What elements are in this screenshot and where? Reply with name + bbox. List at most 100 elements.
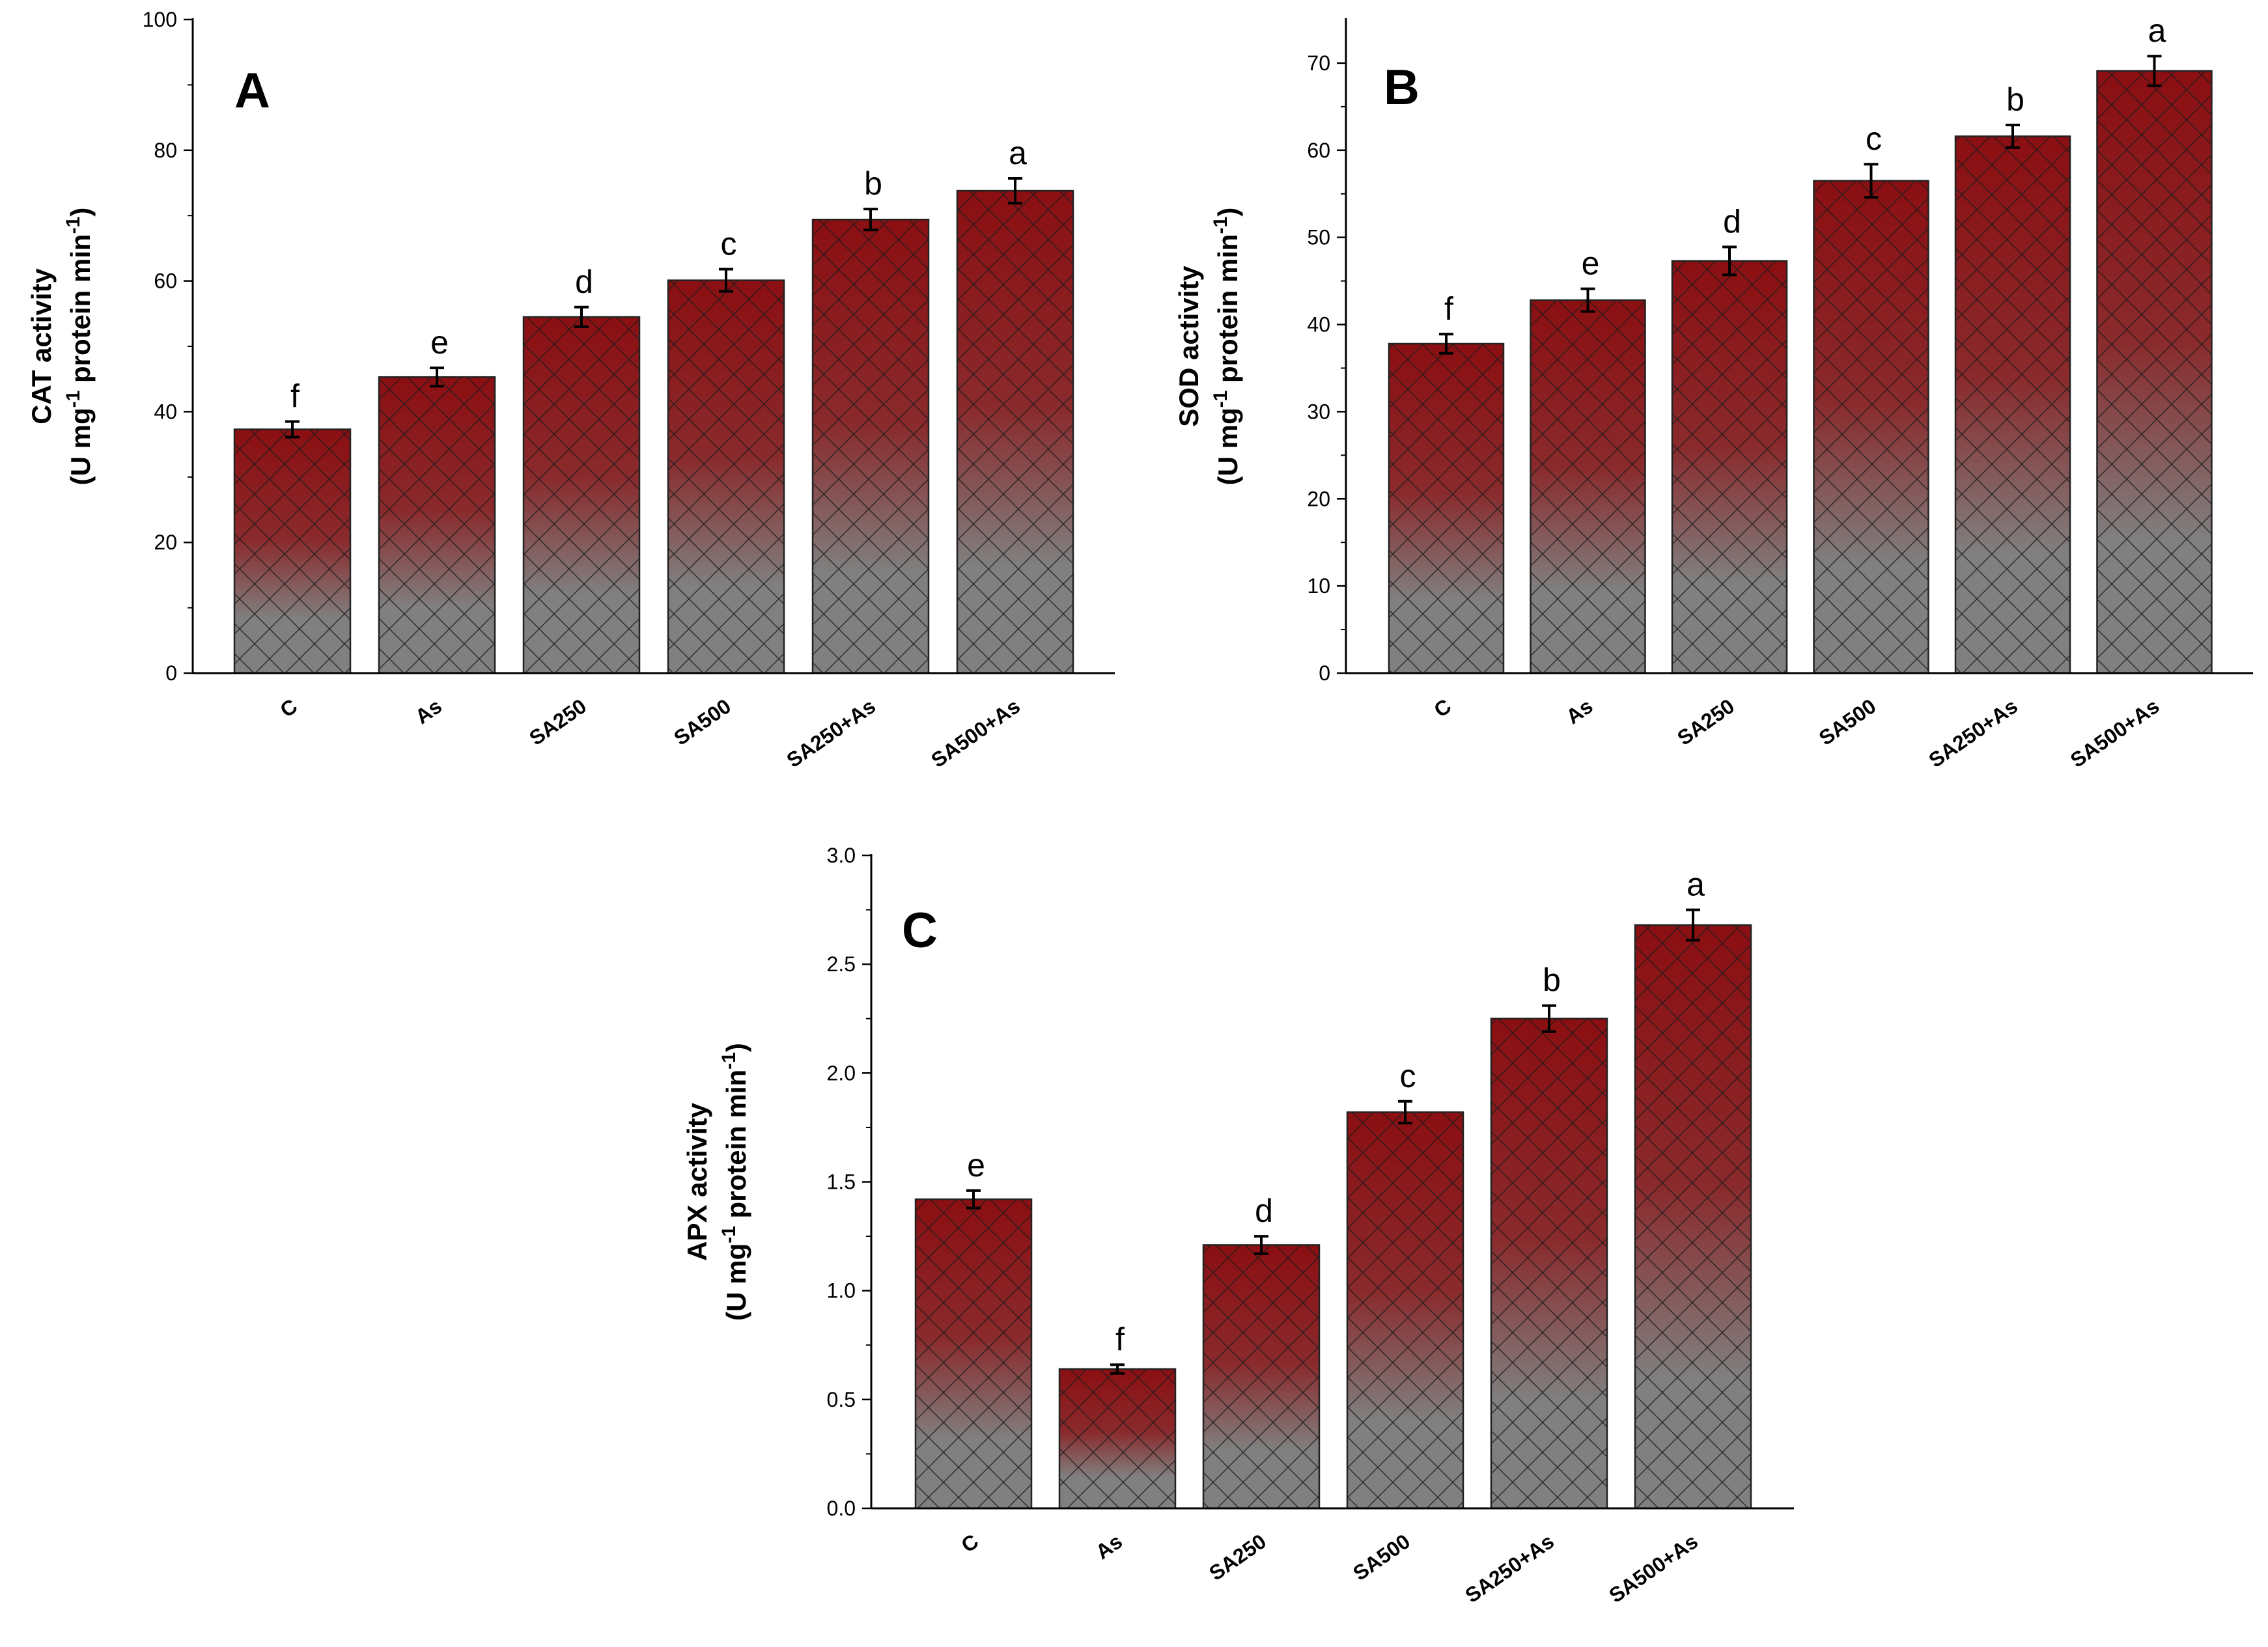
significance-letter: e [1582,245,1600,282]
y-tick-label: 50 [1307,226,1330,249]
significance-letter: d [575,264,593,300]
category-label: C [957,1529,983,1557]
y-tick-label: 60 [1307,139,1330,162]
category-label: SA500 [1815,694,1881,750]
bar-hatch [1813,180,1929,674]
bar-hatch [233,428,352,674]
y-tick-label: 40 [154,400,177,423]
significance-letter: d [1255,1193,1273,1229]
y-axis-title: SOD activity [1173,266,1204,427]
bar-hatch [1634,924,1752,1510]
y-tick-label: 10 [1307,574,1330,598]
y-axis-title: APX activity [682,1102,712,1260]
category-label: SA250+As [1924,694,2022,772]
category-label: SA250 [1205,1529,1270,1585]
significance-letter: e [430,324,449,361]
y-tick-label: 0 [1319,661,1330,685]
y-tick-label: 100 [143,8,177,31]
bar-hatch [1202,1244,1321,1510]
category-label: SA250+As [782,694,880,772]
bar-hatch [1490,1017,1608,1510]
category-label: C [1429,694,1455,722]
panel-label: C [902,903,938,958]
y-tick-label: 30 [1307,400,1330,423]
significance-letter: b [1543,962,1561,999]
bar-hatch [1058,1368,1177,1510]
y-tick-label: 0 [165,661,177,685]
y-tick-label: 2.5 [827,952,856,976]
y-axis-title: CAT activity [26,268,57,424]
panel-label: B [1384,60,1420,115]
y-axis-unit: (U mg-1 protein min-1) [63,208,96,486]
significance-letter: b [2006,81,2024,118]
significance-letter: b [864,165,882,202]
axis-unit-text: protein min [721,1070,751,1226]
category-label: SA250 [1673,694,1739,750]
y-tick-label: 20 [1307,487,1330,510]
significance-letter: c [721,226,737,262]
axis-unit-superscript: -1 [63,217,84,234]
bar-hatch [2096,70,2213,674]
bar-hatch [667,279,785,674]
axis-unit-text: ) [1212,208,1243,217]
chart-panel-a: 0 20 40 60 80 100 f Ce As d SA250 c SA500 b SA250+As a S… [26,8,1115,772]
y-tick-label: 0.5 [827,1388,856,1411]
bar-hatch [1954,135,2071,674]
y-tick-label: 70 [1307,51,1330,75]
axis-unit-superscript: -1 [1210,391,1231,408]
significance-letter: e [967,1147,985,1183]
significance-letter: f [1115,1321,1125,1357]
bar-hatch [811,218,930,674]
y-tick-label: 0.0 [827,1497,856,1520]
panels: 020406080100fCeAsdSA250cSA500bSA250+AsaS… [26,8,2253,1607]
category-label: As [411,694,446,728]
category-label: SA500+As [2066,694,2164,772]
axis-unit-text: protein min [65,234,96,390]
bar-hatch [956,189,1074,674]
axis-unit-text: protein min [1212,234,1243,390]
axis-unit-text: ) [721,1043,751,1052]
panel-label: A [234,63,270,118]
chart-panel-b: 0 10 20 30 40 50 60 70 f Ce As d SA250 c SA500 b SA250+A… [1173,12,2253,772]
bar-hatch [378,376,496,674]
significance-letter: f [290,378,300,414]
category-label: C [275,694,301,722]
axis-unit-text: (U mg [1212,408,1243,485]
bar-hatch [914,1198,1033,1510]
significance-letter: c [1866,120,1882,157]
bar-hatch [1346,1111,1464,1510]
y-axis-unit: (U mg-1 protein min-1) [1210,208,1244,486]
y-tick-label: 1.0 [827,1279,856,1303]
y-tick-label: 60 [154,270,177,293]
category-label: SA250+As [1461,1529,1558,1607]
y-tick-label: 20 [154,531,177,554]
significance-letter: a [1009,135,1027,171]
axis-unit-superscript: -1 [63,391,84,408]
y-tick-label: 2.0 [827,1061,856,1085]
y-tick-label: 40 [1307,313,1330,337]
axis-unit-text: (U mg [65,408,96,485]
category-label: As [1561,694,1597,728]
y-tick-label: 1.5 [827,1170,856,1194]
significance-letter: c [1400,1058,1416,1094]
y-tick-label: 80 [154,139,177,162]
axis-unit-text: (U mg [721,1243,751,1321]
category-label: As [1091,1529,1127,1564]
axis-unit-superscript: -1 [718,1052,740,1070]
significance-letter: a [1687,866,1705,903]
category-label: SA500 [669,694,735,750]
significance-letter: a [2148,12,2166,49]
y-tick-label: 3.0 [827,844,856,867]
bar-hatch [1671,260,1788,674]
category-label: SA250 [525,694,591,750]
category-label: SA500+As [1604,1529,1702,1607]
category-label: SA500+As [927,694,1024,772]
significance-letter: d [1723,203,1741,240]
axis-unit-superscript: -1 [718,1226,740,1243]
bar-hatch [522,316,641,674]
axis-unit-superscript: -1 [1210,217,1231,234]
bar-hatch [1530,299,1646,674]
bar-hatch [1388,342,1505,674]
chart-panel-c: 0.0 0.5 1.0 1.5 2.0 2.5 3.0 e Cf As d SA250 c SA500 b S… [682,844,1794,1607]
